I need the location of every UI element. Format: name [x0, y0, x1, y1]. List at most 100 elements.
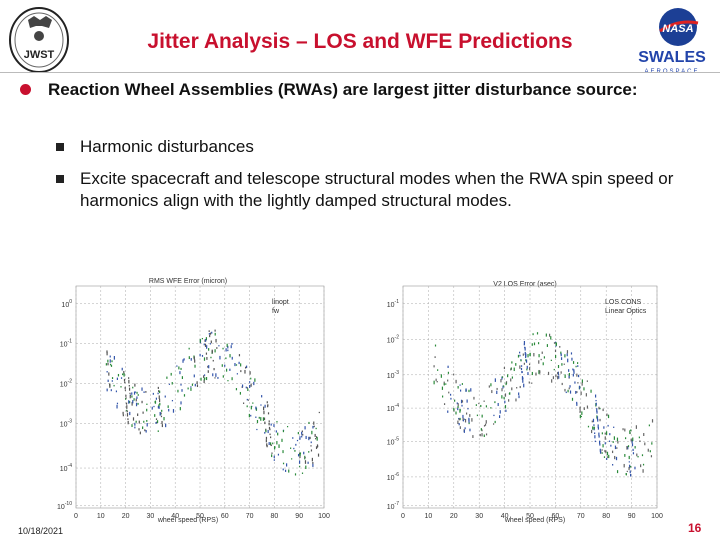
- data-point: [196, 384, 199, 388]
- data-point: [521, 370, 523, 374]
- data-point: [131, 402, 133, 406]
- legend-entry: linopt: [272, 299, 289, 306]
- data-point: [567, 358, 569, 363]
- data-point: [246, 405, 248, 408]
- data-point: [462, 414, 464, 419]
- data-point: [605, 431, 608, 435]
- data-point: [170, 372, 172, 376]
- data-point: [167, 405, 169, 408]
- data-point: [627, 446, 629, 450]
- data-point: [282, 430, 285, 433]
- data-point: [504, 400, 506, 404]
- data-point: [597, 419, 599, 422]
- data-point: [263, 417, 266, 421]
- data-point: [553, 368, 555, 371]
- data-point: [146, 403, 148, 405]
- data-point: [227, 380, 229, 382]
- data-point: [156, 420, 159, 423]
- data-point: [142, 411, 144, 414]
- data-point: [255, 406, 257, 410]
- data-point: [109, 359, 111, 363]
- x-axis-label: wheel speed (RPS): [157, 517, 218, 524]
- data-point: [478, 402, 480, 405]
- data-point: [615, 456, 618, 461]
- data-point: [295, 443, 297, 446]
- data-point: [304, 456, 306, 459]
- data-point: [225, 348, 227, 352]
- data-point: [291, 458, 293, 460]
- data-point: [273, 424, 275, 427]
- data-point: [503, 366, 506, 370]
- data-point: [649, 450, 651, 453]
- data-point: [203, 374, 206, 376]
- data-point: [445, 383, 447, 385]
- data-point: [635, 425, 637, 429]
- sub-bullet-text: Harmonic disturbances: [80, 137, 254, 156]
- data-point: [211, 349, 213, 352]
- data-point: [178, 366, 180, 370]
- data-point: [511, 387, 513, 391]
- data-point: [203, 375, 205, 378]
- data-point: [560, 351, 562, 355]
- data-point: [614, 445, 617, 450]
- data-point: [304, 426, 306, 430]
- data-point: [459, 384, 461, 386]
- data-point: [301, 435, 303, 438]
- data-point: [203, 343, 205, 346]
- data-point: [604, 442, 606, 445]
- data-point: [127, 420, 129, 425]
- data-point: [592, 426, 594, 430]
- data-point: [640, 464, 642, 468]
- data-point: [154, 401, 156, 404]
- data-point: [624, 428, 626, 432]
- data-point: [605, 450, 607, 454]
- data-point: [111, 377, 114, 380]
- data-point: [299, 452, 301, 457]
- square-bullet-icon: [56, 175, 64, 183]
- data-point: [293, 447, 295, 450]
- data-point: [468, 422, 470, 425]
- data-point: [581, 379, 583, 383]
- data-point: [570, 352, 573, 355]
- data-point: [457, 403, 459, 407]
- data-point: [554, 349, 557, 353]
- data-point: [157, 405, 159, 409]
- data-point: [628, 466, 630, 471]
- data-point: [316, 437, 318, 441]
- data-point: [647, 448, 649, 452]
- data-point: [155, 421, 157, 424]
- square-bullet-icon: [56, 143, 64, 151]
- data-point: [591, 420, 593, 423]
- data-point: [224, 364, 226, 367]
- data-point: [222, 347, 224, 350]
- data-point: [217, 376, 219, 379]
- svg-text:SWALES: SWALES: [638, 49, 706, 66]
- data-point: [642, 463, 645, 466]
- data-point: [632, 437, 634, 442]
- data-point: [505, 382, 507, 386]
- data-point: [594, 440, 596, 443]
- x-tick-label: 80: [602, 513, 610, 520]
- x-tick-label: 90: [628, 513, 636, 520]
- x-tick-label: 80: [271, 513, 279, 520]
- data-point: [107, 362, 109, 366]
- data-point: [106, 388, 108, 392]
- data-point: [181, 376, 184, 380]
- data-point: [194, 359, 196, 363]
- data-point: [312, 425, 314, 429]
- data-point: [455, 379, 457, 384]
- data-point: [483, 434, 485, 438]
- data-point: [641, 454, 644, 457]
- data-point: [143, 391, 145, 393]
- data-point: [221, 364, 223, 367]
- bullet-dot-icon: [20, 84, 31, 95]
- data-point: [313, 425, 315, 428]
- data-point: [594, 432, 596, 434]
- data-point: [256, 428, 258, 431]
- data-point: [134, 391, 137, 393]
- sub-bullet: Harmonic disturbances: [56, 136, 706, 158]
- data-point: [566, 353, 568, 357]
- data-point: [577, 382, 579, 384]
- data-point: [601, 432, 603, 435]
- x-tick-label: 10: [97, 513, 105, 520]
